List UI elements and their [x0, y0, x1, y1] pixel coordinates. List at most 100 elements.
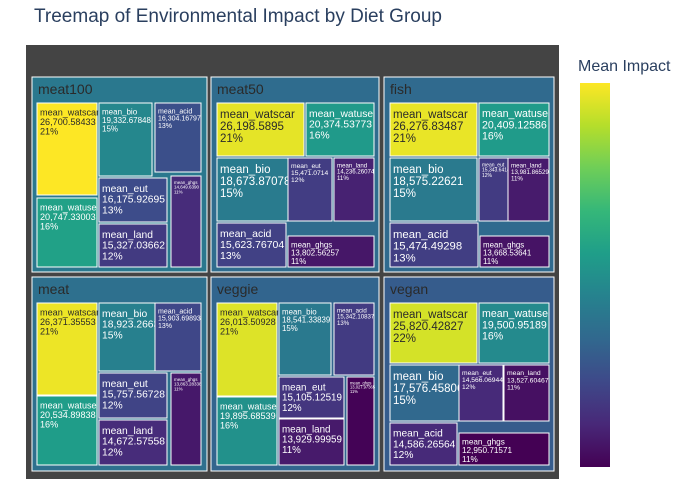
cell-meat-mean-watscar[interactable]: [36, 302, 98, 396]
cell-pct-veggie-mean-watuse: 16%: [220, 421, 238, 431]
cell-meat100-mean-acid[interactable]: [154, 102, 202, 173]
cell-vegan-mean-watuse[interactable]: [478, 302, 550, 364]
cell-pct-fish-mean-land: 11%: [511, 176, 523, 183]
cell-pct-vegan-mean-watscar: 22%: [393, 333, 416, 345]
cell-pct-meat100-mean-bio: 15%: [102, 124, 118, 133]
cell-value-fish-mean-land: 13,981.86529: [511, 169, 549, 176]
cell-value-meat-mean-acid: 15,903.69893: [158, 316, 201, 323]
cell-value-meat-mean-ghgs: 13,863.28338: [174, 382, 202, 387]
group-label-fish: fish: [390, 81, 412, 97]
cell-value-vegan-mean-watscar: 25,820.42827: [393, 321, 463, 333]
cell-pct-meat100-mean-watscar: 21%: [40, 127, 58, 137]
cell-value-meat50-mean-ghgs: 13,802.56257: [291, 249, 339, 258]
cell-meat-mean-ghgs[interactable]: [170, 372, 202, 466]
cell-meat50-mean-watscar[interactable]: [216, 102, 305, 157]
cell-meat100-mean-watuse[interactable]: [36, 197, 98, 268]
cell-vegan-mean-eut[interactable]: [458, 364, 504, 422]
group-label-meat: meat: [38, 281, 69, 297]
cell-label-meat50-mean-bio: mean_bio: [220, 164, 271, 176]
cell-fish-mean-bio[interactable]: [389, 157, 478, 222]
cell-fish-mean-watscar[interactable]: [389, 102, 478, 157]
cell-veggie-mean-watscar[interactable]: [216, 302, 278, 397]
cell-pct-vegan-mean-bio: 15%: [393, 395, 416, 407]
cell-fish-mean-watuse[interactable]: [478, 102, 550, 157]
cell-vegan-mean-watscar[interactable]: [389, 302, 478, 364]
cell-pct-vegan-mean-acid: 12%: [393, 450, 413, 461]
cell-veggie-mean-bio[interactable]: [278, 302, 332, 376]
cell-pct-meat50-mean-acid: 13%: [220, 250, 241, 262]
cell-pct-meat100-mean-acid: 13%: [158, 123, 172, 130]
chart-title: Treemap of Environmental Impact by Diet …: [34, 6, 442, 27]
cell-label-meat-mean-bio: mean_bio: [102, 309, 147, 320]
cell-vegan-mean-land[interactable]: [503, 364, 550, 422]
cell-meat-mean-land[interactable]: [98, 419, 168, 466]
cell-label-meat50-mean-land: mean_land: [337, 162, 367, 169]
cell-value-meat100-mean-land: 15,327.03662: [102, 241, 165, 252]
cell-meat50-mean-ghgs[interactable]: [287, 235, 375, 268]
cell-meat50-mean-acid[interactable]: [216, 222, 287, 268]
cell-pct-meat-mean-acid: 13%: [158, 323, 172, 330]
cell-label-veggie-mean-land: mean_land: [282, 424, 330, 435]
cell-fish-mean-ghgs[interactable]: [479, 235, 550, 268]
cell-label-meat-mean-ghgs: mean_ghgs: [174, 377, 198, 382]
cell-value-veggie-mean-watscar: 26,013.50928: [220, 317, 276, 327]
cell-label-vegan-mean-ghgs: mean_ghgs: [462, 438, 505, 447]
cell-pct-meat50-mean-ghgs: 11%: [291, 257, 306, 266]
cell-meat100-mean-ghgs[interactable]: [170, 175, 202, 268]
cell-meat100-mean-bio[interactable]: [98, 102, 153, 177]
cell-value-vegan-mean-eut: 14,566.06944: [462, 377, 503, 384]
cell-pct-meat100-mean-ghgs: 11%: [174, 189, 183, 194]
cell-meat50-mean-watuse[interactable]: [305, 102, 375, 157]
cell-veggie-mean-eut[interactable]: [278, 376, 345, 419]
cell-value-meat100-mean-acid: 16,304.16797: [158, 116, 201, 123]
cell-label-meat-mean-watuse: mean_watuse: [40, 401, 97, 411]
cell-label-meat50-mean-watscar: mean_watscar: [220, 109, 295, 121]
cell-label-veggie-mean-watscar: mean_watscar: [220, 308, 279, 318]
cell-value-meat-mean-watscar: 26,371.35553: [40, 317, 96, 327]
cell-fish-mean-acid[interactable]: [389, 222, 479, 268]
cell-meat-mean-acid[interactable]: [154, 302, 202, 372]
cell-value-veggie-mean-land: 13,929.99959: [282, 435, 342, 446]
cell-meat50-mean-land[interactable]: [333, 157, 375, 222]
cell-pct-vegan-mean-land: 11%: [507, 384, 520, 391]
cell-value-meat-mean-bio: 18,923.26633: [102, 320, 165, 331]
cell-meat-mean-watuse[interactable]: [36, 395, 98, 466]
cell-meat100-mean-eut[interactable]: [98, 177, 168, 223]
cell-meat50-mean-eut[interactable]: [287, 157, 333, 222]
cell-veggie-mean-acid[interactable]: [333, 302, 375, 376]
cell-value-meat50-mean-watuse: 20,374.53773: [309, 120, 372, 131]
cell-fish-mean-land[interactable]: [507, 157, 550, 222]
cell-veggie-mean-watuse[interactable]: [216, 396, 278, 466]
cell-label-meat50-mean-eut: mean_eut: [291, 163, 321, 170]
cell-meat100-mean-watscar[interactable]: [36, 102, 98, 196]
cell-value-meat100-mean-watscar: 26,700.58433: [40, 117, 96, 127]
cell-label-meat100-mean-bio: mean_bio: [102, 107, 138, 116]
cell-label-fish-mean-land: mean_land: [511, 163, 542, 170]
group-label-veggie: veggie: [217, 281, 258, 297]
cell-veggie-mean-ghgs[interactable]: [346, 376, 375, 466]
cell-label-vegan-mean-bio: mean_bio: [393, 371, 444, 383]
cell-label-fish-mean-watuse: mean_watuse: [482, 108, 548, 120]
cell-pct-vegan-mean-watuse: 16%: [482, 330, 504, 342]
cell-meat-mean-eut[interactable]: [98, 372, 168, 419]
cell-pct-meat50-mean-land: 11%: [337, 175, 349, 182]
cell-pct-fish-mean-bio: 15%: [393, 188, 416, 200]
cell-pct-vegan-mean-eut: 12%: [462, 384, 475, 391]
cell-pct-meat100-mean-watuse: 16%: [40, 222, 58, 232]
cell-label-vegan-mean-acid: mean_acid: [393, 429, 443, 440]
cell-pct-fish-mean-watscar: 21%: [393, 133, 416, 145]
cell-label-fish-mean-acid: mean_acid: [393, 229, 448, 241]
cell-vegan-mean-acid[interactable]: [389, 422, 458, 466]
cell-vegan-mean-ghgs[interactable]: [458, 432, 550, 466]
cell-pct-meat-mean-watuse: 16%: [40, 420, 58, 430]
cell-pct-fish-mean-acid: 13%: [393, 253, 416, 265]
cell-veggie-mean-land[interactable]: [278, 418, 345, 466]
cell-label-meat100-mean-eut: mean_eut: [102, 184, 148, 195]
group-label-meat100: meat100: [38, 81, 93, 97]
cell-pct-meat50-mean-eut: 12%: [291, 177, 304, 184]
cell-meat100-mean-land[interactable]: [98, 223, 168, 268]
cell-value-vegan-mean-watuse: 19,500.95189: [482, 319, 547, 331]
colorbar-title: Mean Impact: [578, 58, 671, 75]
cell-pct-veggie-mean-ghgs: 11%: [350, 389, 358, 394]
